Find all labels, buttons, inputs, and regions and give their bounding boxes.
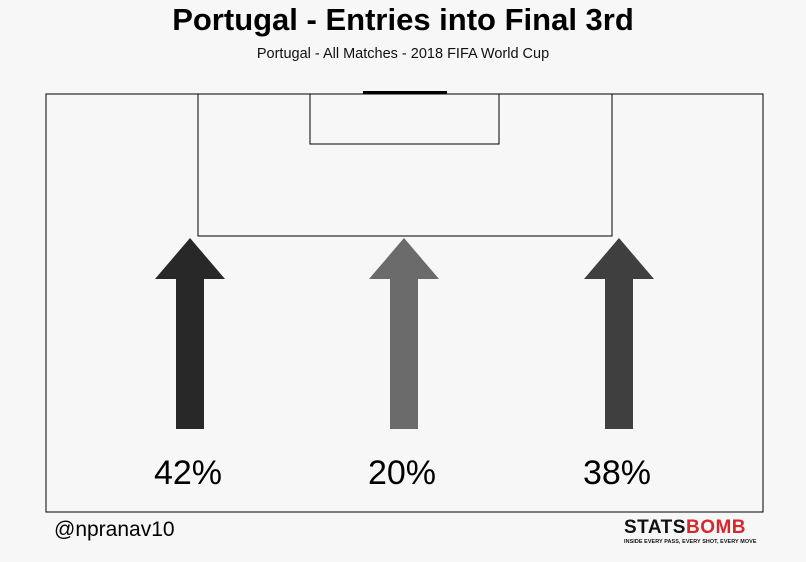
chart-subtitle: Portugal - All Matches - 2018 FIFA World…	[256, 46, 550, 62]
six-yard-box	[309, 93, 500, 145]
entry-arrow-right	[584, 238, 654, 429]
chart-title: Portugal - Entries into Final 3rd	[172, 2, 634, 37]
arrow-group	[155, 238, 654, 429]
label-group: 42% 20% 38%	[154, 454, 651, 492]
percent-label-center: 20%	[368, 454, 436, 492]
statsbomb-logo: STATSBOMB INSIDE EVERY PASS, EVERY SHOT,…	[624, 518, 764, 546]
entry-arrow-center	[369, 238, 439, 429]
logo-word-accent: BOMB	[685, 517, 747, 538]
percent-label-left: 42%	[154, 454, 222, 492]
percent-label-right: 38%	[583, 454, 651, 492]
penalty-box	[197, 93, 613, 237]
entry-arrow-left	[155, 238, 225, 429]
logo-tagline: INSIDE EVERY PASS, EVERY SHOT, EVERY MOV…	[624, 539, 757, 545]
author-credit: @npranav10	[54, 518, 175, 541]
logo-word-main: STATS	[624, 517, 686, 538]
logo-wordmark: STATSBOMB	[624, 518, 764, 538]
